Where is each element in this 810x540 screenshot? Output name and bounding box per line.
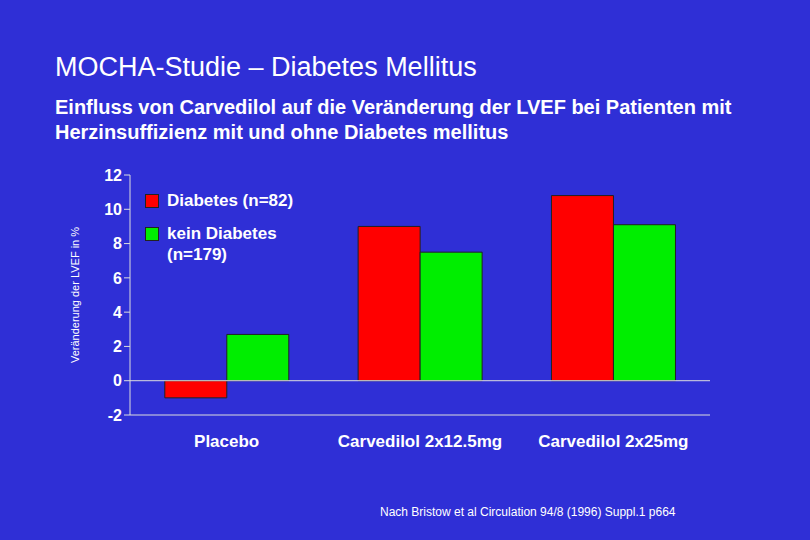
svg-text:6: 6 (113, 270, 122, 287)
svg-text:Carvedilol 2x12.5mg: Carvedilol 2x12.5mg (338, 432, 502, 451)
html-text:MOCHA-Studie – Diabetes Mellit: MOCHA-Studie – Diabetes Mellitus (55, 52, 477, 82)
svg-text:-2: -2 (108, 407, 122, 424)
html-text:Nach Bristow et al Circulation: Nach Bristow et al Circulation 94/8 (199… (380, 505, 676, 519)
html-text:Einfluss von Carvedilol auf di: Einfluss von Carvedilol auf die Veränder… (55, 96, 732, 143)
svg-text:10: 10 (104, 201, 122, 218)
svg-text:2: 2 (113, 338, 122, 355)
svg-text:0: 0 (113, 372, 122, 389)
svg-text:4: 4 (113, 304, 122, 321)
html-text:kein Diabetes (n=179): kein Diabetes (n=179) (167, 224, 277, 264)
svg-text:Placebo: Placebo (194, 432, 259, 451)
svg-text:Carvedilol 2x25mg: Carvedilol 2x25mg (538, 432, 688, 451)
svg-text:8: 8 (113, 235, 122, 252)
svg-text:Veränderung der LVEF in %: Veränderung der LVEF in % (70, 227, 81, 363)
svg-text:12: 12 (104, 167, 122, 184)
html-text:Diabetes (n=82): Diabetes (n=82) (167, 191, 294, 210)
